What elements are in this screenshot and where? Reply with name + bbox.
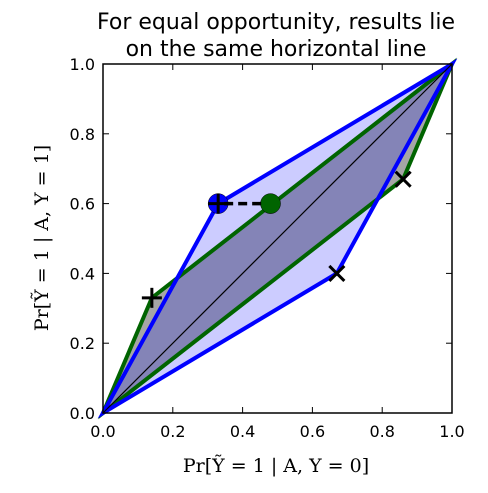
chart-title-line: For equal opportunity, results lie <box>97 10 455 35</box>
y-tick-label: 0.4 <box>70 264 95 283</box>
chart-title-line: on the same horizontal line <box>126 37 427 62</box>
x-tick-label: 0.2 <box>160 422 185 441</box>
x-tick-label: 0.6 <box>300 422 325 441</box>
axes-frame <box>102 63 453 414</box>
y-axis: 0.0 0.2 0.4 0.6 0.8 1.0 <box>70 55 452 423</box>
x-tick-label: 1.0 <box>439 422 464 441</box>
diagonal-line <box>102 63 453 414</box>
y-tick-label: 1.0 <box>70 55 95 74</box>
x-tick-label: 0.8 <box>369 422 394 441</box>
chart-title: For equal opportunity, results lie on th… <box>97 10 455 62</box>
marker-dot <box>260 193 281 214</box>
y-tick-label: 0.6 <box>70 195 95 214</box>
x-tick-label: 0.4 <box>230 422 255 441</box>
x-axis-label: Pr[Ỹ = 1 | A, Y = 0] <box>183 455 369 477</box>
x-marker <box>328 264 346 282</box>
plot-area <box>97 57 458 420</box>
plus-marker <box>208 193 229 214</box>
x-marker <box>394 170 412 188</box>
plus-marker <box>141 287 162 308</box>
x-axis: 0.0 0.2 0.4 0.6 0.8 1.0 <box>90 64 465 441</box>
x-marker-b <box>328 264 346 282</box>
y-tick-label: 0.8 <box>70 125 95 144</box>
x-tick-label: 0.0 <box>90 422 115 441</box>
x-marker-b <box>394 170 412 188</box>
y-tick-label: 0.2 <box>70 334 95 353</box>
y-axis-label: Pr[Ỹ = 1 | A, Y = 1] <box>31 145 53 331</box>
axes-border <box>102 63 453 414</box>
y-tick-label: 0.0 <box>70 404 95 423</box>
